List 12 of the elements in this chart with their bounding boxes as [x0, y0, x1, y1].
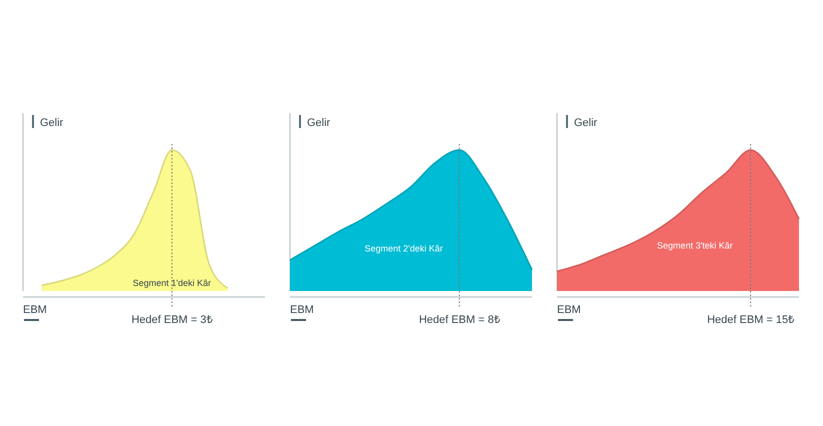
annotation: Segment 1'deki Kâr	[132, 278, 212, 288]
y-axis-title: Gelir	[307, 117, 331, 129]
x-axis-title: EBM	[557, 304, 581, 316]
annotation: Segment 2'deki Kâr	[364, 244, 443, 254]
y-axis-title: Gelir	[40, 117, 64, 129]
text: Hedef EBM = 15₺	[707, 314, 794, 326]
annotation: Segment 3'teki Kâr	[657, 240, 733, 251]
text: Hedef EBM = 3₺	[131, 314, 212, 326]
x-axis-title: EBM	[23, 304, 47, 316]
y-axis-title: Gelir	[574, 117, 598, 129]
x-axis-title: EBM	[290, 304, 314, 316]
text: Hedef EBM = 8₺	[418, 314, 500, 326]
